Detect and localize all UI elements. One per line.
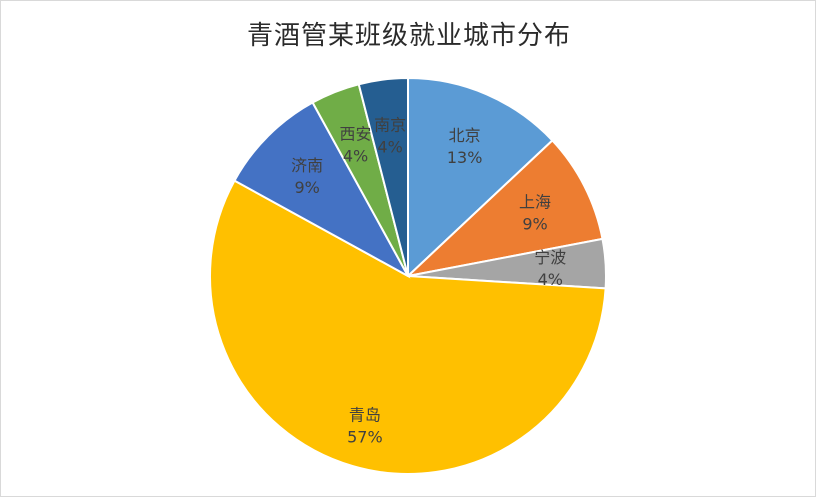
pie-slice-3: [209, 179, 607, 475]
pie-slices: [209, 76, 607, 475]
slice-value-label-1: 9%: [522, 214, 547, 233]
slice-name-label-4: 济南: [291, 156, 323, 175]
pie-slice-4: [233, 101, 411, 279]
slice-name-label-2: 宁波: [534, 248, 566, 267]
slice-value-label-5: 4%: [343, 146, 368, 165]
slice-value-label-3: 57%: [347, 427, 383, 446]
slice-name-label-3: 青岛: [349, 405, 381, 424]
pie-slice-0: [407, 76, 554, 279]
slice-value-label-2: 4%: [538, 270, 563, 289]
slice-name-label-6: 南京: [374, 116, 406, 135]
pie-labels: 北京 13% 上海 9% 宁波 4% 青岛 57% 济南 9% 西安 4% 南京 4%: [291, 116, 566, 447]
pie-slice-1: [404, 139, 604, 278]
slice-name-label-5: 西安: [340, 124, 372, 143]
slice-value-label-0: 13%: [447, 148, 483, 167]
chart-title: 青酒管某班级就业城市分布: [246, 21, 571, 51]
slice-value-label-6: 4%: [377, 138, 402, 157]
slice-value-label-4: 9%: [294, 178, 319, 197]
slice-name-label-0: 北京: [449, 126, 481, 145]
pie-slice-6: [357, 76, 409, 277]
slice-name-label-1: 上海: [519, 192, 551, 211]
